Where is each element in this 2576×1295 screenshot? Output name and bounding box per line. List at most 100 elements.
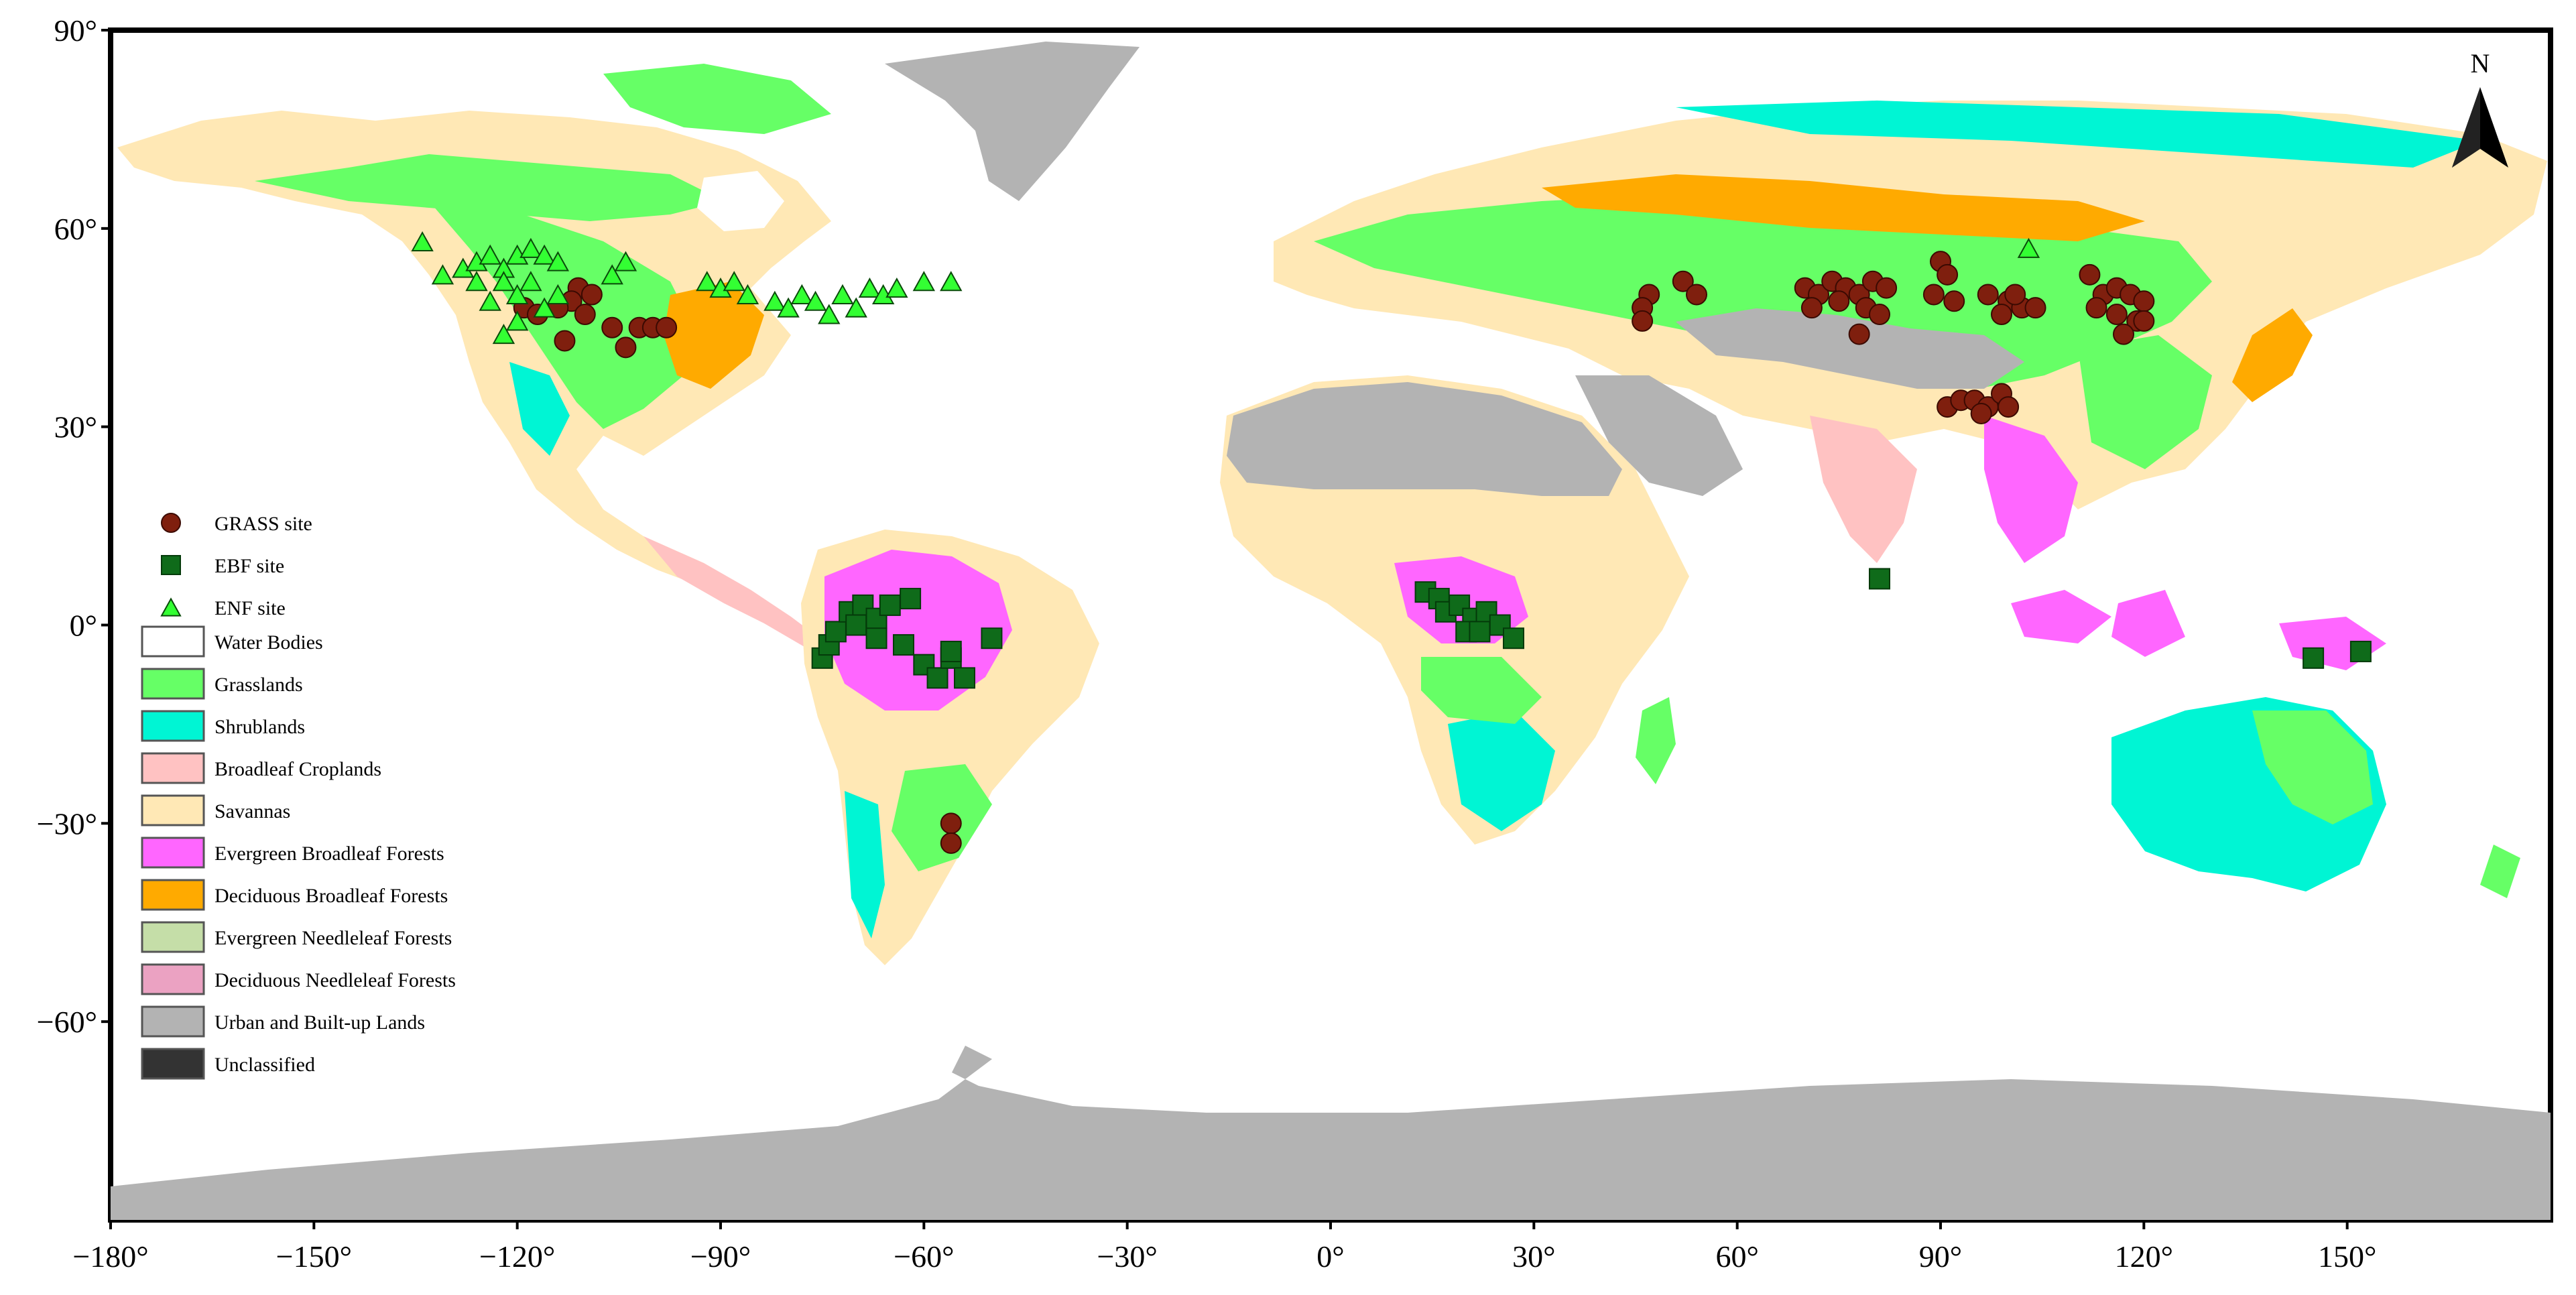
x-tick-label: 60° xyxy=(1715,1239,1758,1274)
y-tick-label: 0° xyxy=(70,609,97,643)
legend-swatch-deciduous-broadleaf-forests xyxy=(141,879,205,911)
enf-site-marker xyxy=(546,251,570,271)
legend-label-deciduous-broadleaf-forests: Deciduous Broadleaf Forests xyxy=(214,885,448,907)
southeast-asia-ebf xyxy=(1984,416,2078,563)
legend-ebf-site-label: EBF site xyxy=(214,555,284,577)
grass-site-marker xyxy=(1977,284,1999,306)
grass-site-marker xyxy=(2133,290,2155,312)
grass-site-marker xyxy=(2079,263,2101,286)
grass-site-marker xyxy=(1943,290,1965,312)
ebf-site-marker xyxy=(981,627,1003,650)
y-tick-label: −30° xyxy=(37,806,97,841)
ebf-site-marker xyxy=(900,588,922,610)
legend-label-shrublands: Shrublands xyxy=(214,716,305,738)
grass-site-marker xyxy=(615,336,637,359)
grass-site-marker xyxy=(1828,290,1850,312)
enf-site-marker xyxy=(533,244,556,265)
ebf-site-marker xyxy=(1503,627,1524,650)
legend-swatch-unclassified xyxy=(141,1048,205,1080)
africa-shrub xyxy=(1448,711,1555,831)
grass-site-marker xyxy=(2024,297,2046,319)
grass-site-marker xyxy=(1970,402,1992,424)
madagascar xyxy=(1636,697,1676,784)
sahara xyxy=(1227,382,1622,496)
x-tick-label: −30° xyxy=(1097,1239,1157,1274)
legend-swatch-broadleaf-croplands xyxy=(141,752,205,784)
legend-swatch-deciduous-needleleaf-forests xyxy=(141,963,205,995)
legend-swatch-shrublands xyxy=(141,710,205,742)
enf-site-marker xyxy=(479,244,501,265)
australia-grass xyxy=(2252,711,2373,824)
enf-site-marker xyxy=(763,290,786,311)
x-tick-label: −180° xyxy=(72,1239,148,1274)
grass-site-marker xyxy=(940,812,962,835)
legend-label-savannas: Savannas xyxy=(214,800,290,822)
south-america-shrub xyxy=(845,791,885,938)
ebf-site-marker xyxy=(865,627,887,650)
enf-site-marker xyxy=(790,284,814,304)
grass-site-marker xyxy=(1686,284,1707,306)
ebf-site-marker xyxy=(954,667,975,689)
x-tick-label: −120° xyxy=(479,1239,555,1274)
grass-site-marker xyxy=(1991,304,2012,326)
grass-site-marker xyxy=(1937,263,1959,286)
x-tick-label: −150° xyxy=(276,1239,352,1274)
enf-site-marker xyxy=(431,264,454,285)
enf-site-marker xyxy=(818,304,841,324)
grass-site-marker xyxy=(580,284,603,306)
enf-site-marker xyxy=(492,271,515,292)
north-arrow-label: N xyxy=(2471,48,2490,78)
x-tick-label: −90° xyxy=(690,1239,751,1274)
new-zealand xyxy=(2480,845,2520,898)
enf-site-marker xyxy=(885,278,908,298)
legend-label-evergreen-broadleaf-forests: Evergreen Broadleaf Forests xyxy=(214,843,444,865)
enf-site-marker xyxy=(614,251,637,271)
legend-label-water-bodies: Water Bodies xyxy=(214,631,323,654)
grass-site-marker xyxy=(601,316,623,338)
y-tick-label: 60° xyxy=(54,212,97,246)
grass-site-marker xyxy=(554,330,576,352)
enf-site-marker xyxy=(777,297,800,318)
enf-site-marker xyxy=(533,297,556,318)
legend-enf-site-symbol xyxy=(160,597,182,617)
legend-swatch-evergreen-needleleaf-forests xyxy=(141,921,205,953)
legend-enf-site-label: ENF site xyxy=(214,597,286,619)
enf-site-marker xyxy=(2017,237,2040,258)
south-asia-croplands xyxy=(1810,416,1917,563)
enf-site-marker xyxy=(479,290,501,311)
legend-grass-site-label: GRASS site xyxy=(214,513,312,535)
legend-label-unclassified: Unclassified xyxy=(214,1054,315,1076)
grass-site-marker xyxy=(1672,270,1694,292)
east-asia-grass xyxy=(2078,335,2212,469)
grass-site-marker xyxy=(656,316,678,338)
enf-site-marker xyxy=(831,284,854,304)
ebf-site-marker xyxy=(1869,568,1890,590)
north-america-savanna xyxy=(117,111,831,590)
legend-swatch-grasslands xyxy=(141,668,205,700)
x-tick-label: 150° xyxy=(2318,1239,2376,1274)
y-axis-ticks: 90° 60° 30° 0° −30° −60° xyxy=(37,13,111,1039)
legend-grass-site-symbol xyxy=(161,513,181,533)
legend-swatch-urban-and-built-up-lands xyxy=(141,1005,205,1038)
ebf-site-marker xyxy=(845,614,867,636)
legend-ebf-site-symbol xyxy=(161,555,181,575)
enf-site-marker xyxy=(858,278,881,298)
ebf-site-marker xyxy=(2349,640,2372,662)
x-axis-ticks: −180° −150° −120° −90° −60° −30° 0° 30° 60° 90° 12… xyxy=(72,1220,2376,1274)
grass-site-marker xyxy=(1922,284,1945,306)
grass-site-marker xyxy=(1848,323,1870,345)
grass-site-marker xyxy=(2113,323,2134,345)
legend-swatch-savannas xyxy=(141,794,205,826)
enf-site-marker xyxy=(723,271,745,292)
legend-label-urban-and-built-up-lands: Urban and Built-up Lands xyxy=(214,1011,425,1034)
arabia xyxy=(1575,375,1743,496)
site-markers-layer xyxy=(411,231,2372,854)
ebf-site-marker xyxy=(2303,647,2325,669)
grass-site-marker xyxy=(1869,304,1890,326)
arctic-islands xyxy=(603,64,831,134)
central-america xyxy=(643,536,818,647)
enf-site-marker xyxy=(519,237,542,258)
x-tick-label: 0° xyxy=(1316,1239,1344,1274)
legend-swatch-water-bodies xyxy=(141,625,205,658)
ebf-site-marker xyxy=(893,634,914,656)
